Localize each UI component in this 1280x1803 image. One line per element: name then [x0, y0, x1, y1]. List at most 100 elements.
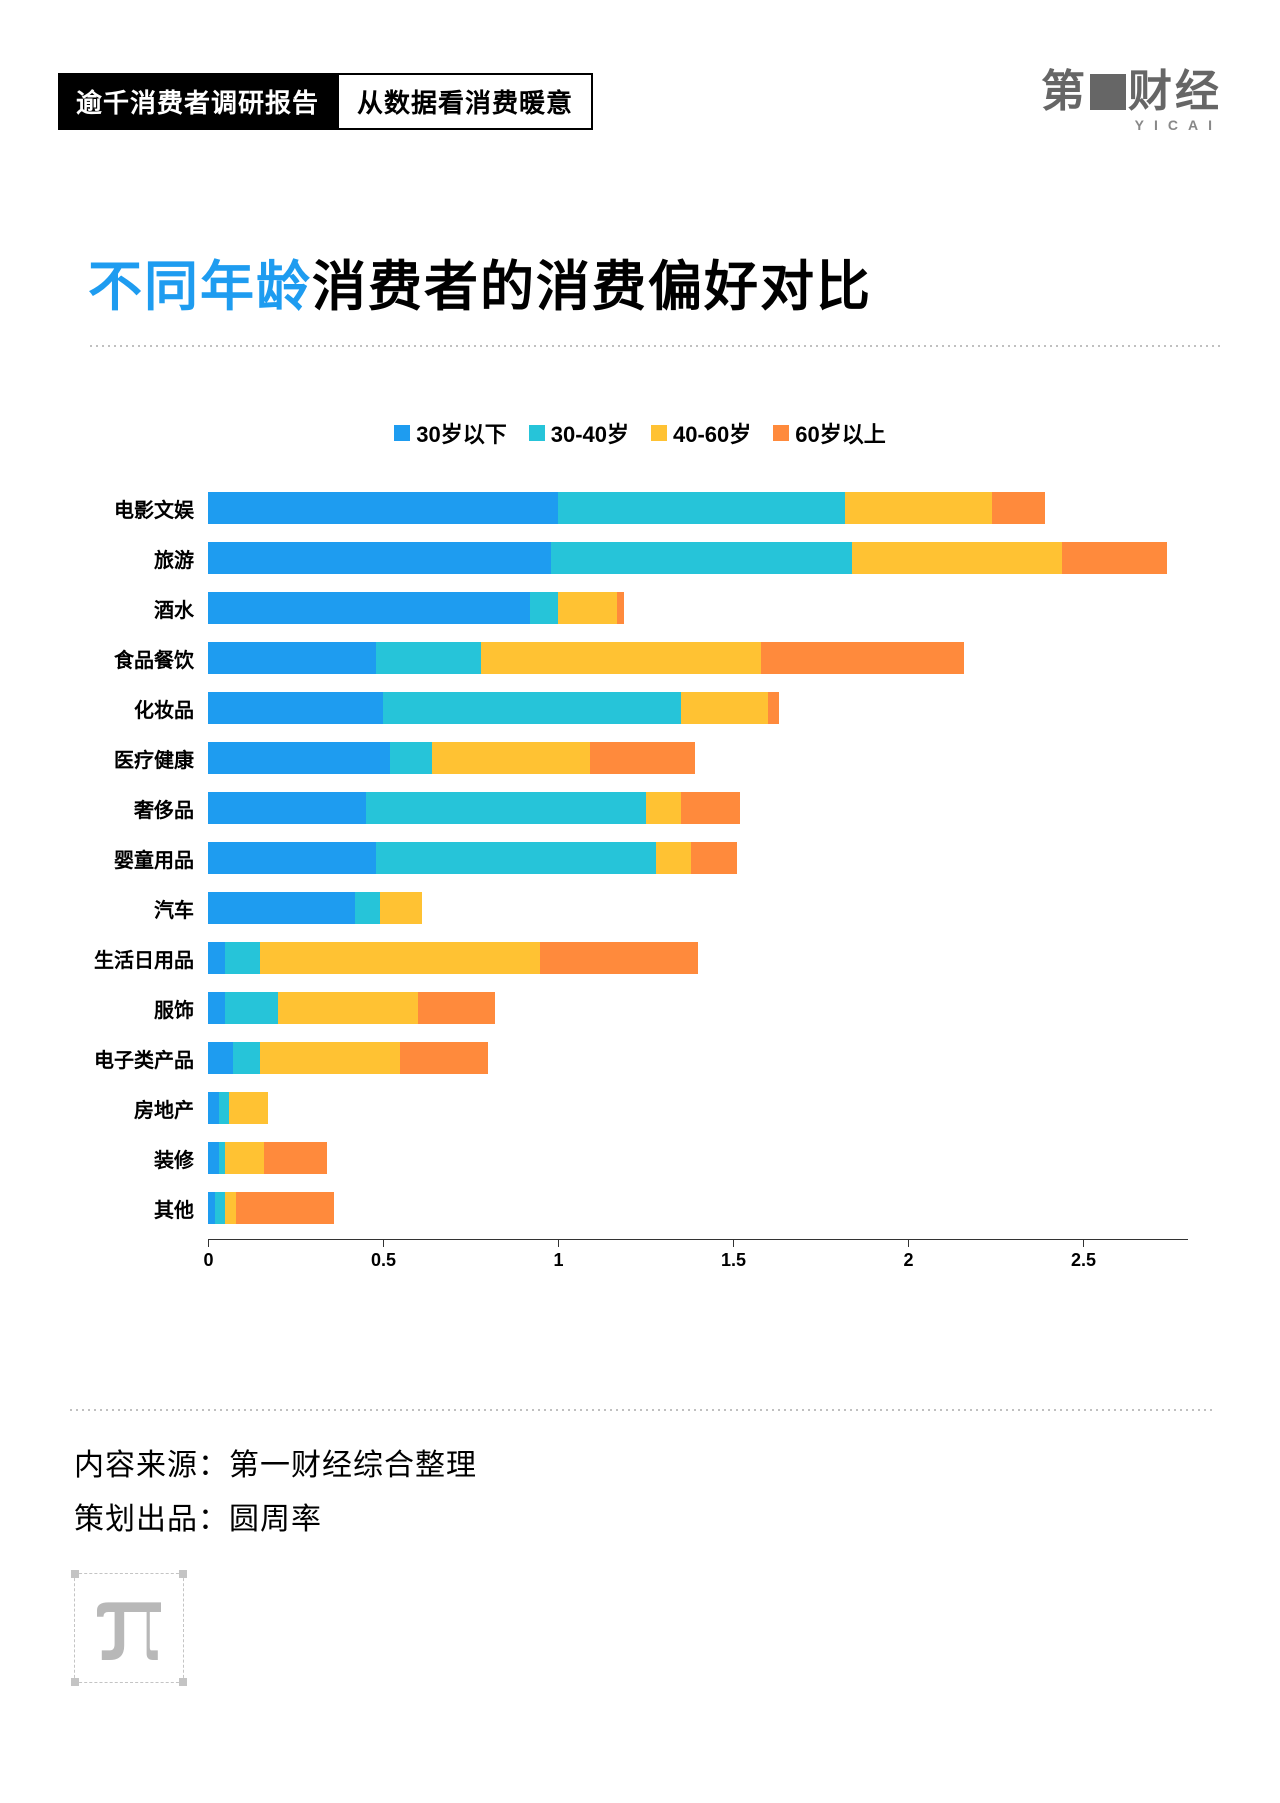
bar-segment: [225, 1142, 264, 1174]
bar-segment: [208, 892, 355, 924]
legend-swatch: [394, 425, 410, 441]
footer-block: 内容来源：第一财经综合整理 策划出品：圆周率: [68, 1409, 1212, 1683]
bar-segment: [236, 1192, 334, 1224]
bar-row: 旅游: [78, 539, 1188, 577]
producer-value: 圆周率: [229, 1503, 322, 1536]
tag-report-series: 逾千消费者调研报告: [58, 73, 337, 130]
bar-segment: [208, 992, 225, 1024]
bar-segment: [617, 592, 624, 624]
bar-segment: [208, 1142, 219, 1174]
bar-segment: [681, 792, 740, 824]
bar-row: 生活日用品: [78, 939, 1188, 977]
legend-swatch: [773, 425, 789, 441]
bar-segment: [208, 492, 558, 524]
bar-segment: [208, 792, 366, 824]
bar-segment: [691, 842, 737, 874]
tag-report-subtitle: 从数据看消费暖意: [337, 73, 593, 130]
bar-track: [208, 542, 1188, 574]
category-label: 旅游: [78, 544, 208, 573]
x-tick: 0.5: [383, 1240, 384, 1247]
divider-dotted: [88, 345, 1222, 347]
bar-segment: [400, 1042, 488, 1074]
bar-row: 医疗健康: [78, 739, 1188, 777]
x-tick: 2.5: [1083, 1240, 1084, 1247]
bar-track: [208, 942, 1188, 974]
x-tick: 1.5: [733, 1240, 734, 1247]
bar-segment: [481, 642, 761, 674]
legend-label: 40-60岁: [673, 417, 751, 449]
x-tick-label: 0: [203, 1250, 213, 1271]
bar-track: [208, 742, 1188, 774]
footer-text: 内容来源：第一财经综合整理 策划出品：圆周率: [74, 1439, 1212, 1547]
category-label: 化妆品: [78, 694, 208, 723]
bar-row: 服饰: [78, 989, 1188, 1027]
source-value: 第一财经综合整理: [229, 1449, 477, 1482]
category-label: 食品餐饮: [78, 644, 208, 673]
logo-char: 第: [1041, 70, 1088, 114]
bar-segment: [366, 792, 646, 824]
bar-segment: [208, 592, 530, 624]
category-label: 装修: [78, 1144, 208, 1173]
category-label: 服饰: [78, 994, 208, 1023]
legend-label: 60岁以上: [795, 417, 885, 449]
bar-segment: [558, 592, 617, 624]
bar-row: 房地产: [78, 1089, 1188, 1127]
x-tick-label: 2: [903, 1250, 913, 1271]
bar-segment: [681, 692, 769, 724]
x-tick: 1: [558, 1240, 559, 1247]
x-tick: 0: [208, 1240, 209, 1247]
logo-square-icon: [1090, 74, 1126, 110]
legend-swatch: [651, 425, 667, 441]
yicai-logo: 第 财 经 YICAI: [1041, 70, 1222, 132]
bar-segment: [278, 992, 418, 1024]
title-block: 不同年龄消费者的消费偏好对比: [88, 242, 1222, 347]
category-label: 电影文娱: [78, 494, 208, 523]
bar-segment: [225, 992, 278, 1024]
bar-segment: [229, 1092, 268, 1124]
bar-row: 汽车: [78, 889, 1188, 927]
bar-segment: [225, 942, 260, 974]
bar-segment: [1062, 542, 1167, 574]
bar-track: [208, 1042, 1188, 1074]
bar-track: [208, 1092, 1188, 1124]
legend-swatch: [529, 425, 545, 441]
bar-row: 食品餐饮: [78, 639, 1188, 677]
bar-segment: [208, 1092, 219, 1124]
bar-segment: [208, 842, 376, 874]
pi-logo: [74, 1573, 184, 1683]
bar-segment: [992, 492, 1045, 524]
bar-row: 化妆品: [78, 689, 1188, 727]
bar-segment: [233, 1042, 261, 1074]
category-label: 房地产: [78, 1094, 208, 1123]
chart-legend: 30岁以下30-40岁40-60岁60岁以上: [58, 417, 1222, 449]
logo-char: 财: [1128, 70, 1175, 114]
bar-segment: [590, 742, 695, 774]
bar-segment: [656, 842, 691, 874]
bar-segment: [260, 942, 540, 974]
bar-segment: [383, 692, 681, 724]
bar-segment: [768, 692, 779, 724]
legend-item: 60岁以上: [773, 417, 885, 449]
category-label: 其他: [78, 1194, 208, 1223]
bar-segment: [260, 1042, 400, 1074]
bar-segment: [355, 892, 380, 924]
x-tick-label: 1: [553, 1250, 563, 1271]
producer-label: 策划出品：: [74, 1503, 229, 1536]
page-root: 逾千消费者调研报告 从数据看消费暖意 第 财 经 YICAI 不同年龄消费者的消…: [0, 0, 1280, 1803]
bar-segment: [208, 642, 376, 674]
x-tick-label: 0.5: [371, 1250, 396, 1271]
x-tick: 2: [908, 1240, 909, 1247]
bar-track: [208, 1142, 1188, 1174]
x-tick-label: 2.5: [1071, 1250, 1096, 1271]
bar-segment: [208, 692, 383, 724]
bar-segment: [530, 592, 558, 624]
category-label: 汽车: [78, 894, 208, 923]
bar-segment: [432, 742, 590, 774]
header-row: 逾千消费者调研报告 从数据看消费暖意 第 财 经 YICAI: [58, 70, 1222, 132]
bar-segment: [845, 492, 992, 524]
bar-segment: [215, 1192, 226, 1224]
bar-segment: [761, 642, 964, 674]
logo-subtext: YICAI: [1041, 118, 1222, 132]
bar-row: 婴童用品: [78, 839, 1188, 877]
x-axis-track: 0 0.5 1 1.5 2 2.5: [208, 1239, 1188, 1279]
